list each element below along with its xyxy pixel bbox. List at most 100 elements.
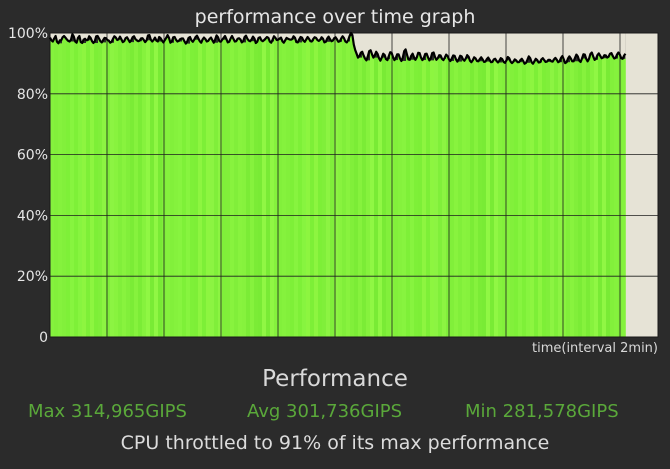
performance-bar — [234, 38, 239, 337]
performance-bar — [582, 58, 587, 337]
performance-bar — [514, 61, 519, 338]
performance-bar — [78, 37, 83, 337]
performance-bar — [474, 57, 479, 337]
performance-bar — [614, 58, 619, 337]
performance-bar — [250, 41, 255, 337]
performance-bar — [566, 62, 571, 338]
performance-bar — [286, 37, 291, 337]
performance-bar — [586, 58, 591, 338]
performance-bar — [570, 56, 575, 338]
avg-performance-stat: Avg 301,736GIPS — [247, 401, 403, 422]
min-performance-stat: Min 281,578GIPS — [465, 401, 619, 422]
performance-bar — [554, 59, 559, 338]
performance-bar — [206, 39, 211, 338]
performance-bar — [530, 58, 535, 338]
performance-bar — [118, 39, 123, 337]
performance-bar — [218, 37, 223, 337]
performance-bar — [590, 53, 595, 337]
performance-bar — [422, 60, 427, 337]
performance-bar — [338, 41, 343, 337]
performance-bar — [366, 60, 371, 338]
performance-bar — [562, 56, 567, 337]
performance-bar — [54, 38, 59, 338]
performance-bar — [482, 59, 487, 338]
performance-bar — [170, 42, 175, 338]
y-tick-label: 60% — [17, 148, 48, 164]
performance-bar — [370, 50, 375, 337]
y-tick-label: 100% — [8, 26, 48, 42]
performance-bar — [278, 39, 283, 338]
performance-bar — [510, 61, 515, 338]
performance-bar — [314, 37, 319, 337]
performance-bar — [418, 52, 423, 337]
performance-bar — [166, 37, 171, 337]
performance-bar — [494, 59, 499, 338]
chart-title: performance over time graph — [194, 6, 476, 28]
performance-bar — [110, 42, 115, 338]
performance-bar — [274, 36, 279, 338]
throttle-message: CPU throttled to 91% of its max performa… — [120, 432, 550, 454]
performance-bar — [342, 36, 347, 338]
performance-bar — [578, 56, 583, 338]
x-axis-label: time(interval 2min) — [532, 341, 658, 356]
performance-bar — [86, 40, 91, 338]
performance-bar — [150, 35, 155, 338]
y-tick-label: 40% — [17, 208, 48, 224]
performance-bar — [242, 42, 247, 337]
performance-heading: Performance — [262, 366, 408, 392]
performance-bar — [386, 59, 391, 337]
performance-bar — [82, 43, 87, 337]
performance-bar — [522, 58, 527, 338]
performance-bar — [90, 37, 95, 337]
performance-bar — [426, 53, 431, 338]
performance-bar — [526, 62, 531, 338]
performance-bar — [358, 57, 363, 338]
performance-bar — [102, 42, 107, 337]
performance-bar — [498, 62, 503, 337]
performance-bar — [546, 61, 551, 337]
performance-bar — [266, 38, 271, 338]
performance-bar — [294, 36, 299, 338]
performance-bar — [486, 61, 491, 338]
performance-bar — [598, 55, 603, 337]
performance-bar — [542, 59, 547, 338]
performance-bar — [450, 60, 455, 338]
performance-bar — [222, 39, 227, 338]
performance-bar — [350, 36, 355, 337]
performance-bar — [406, 49, 411, 337]
performance-chart: 0 20% 40% 60% 80% 100% — [0, 0, 659, 346]
performance-bar — [394, 60, 399, 337]
performance-bar — [398, 54, 403, 337]
y-tick-label: 80% — [17, 87, 48, 103]
performance-bar — [94, 43, 99, 337]
performance-bar — [506, 60, 511, 338]
performance-bar — [438, 58, 443, 338]
performance-bar — [478, 61, 483, 337]
performance-bar — [602, 58, 607, 338]
performance-bar — [334, 38, 339, 337]
performance-bar — [558, 62, 563, 338]
performance-bar — [190, 36, 195, 338]
performance-bar — [226, 39, 231, 338]
performance-bar — [622, 58, 626, 338]
performance-bar — [534, 61, 539, 337]
performance-bar — [178, 41, 183, 338]
performance-bar — [442, 58, 447, 338]
performance-bar — [550, 59, 555, 337]
performance-bar — [194, 39, 199, 338]
y-tick-label: 20% — [17, 269, 48, 285]
performance-bar — [138, 41, 143, 337]
performance-bar — [466, 58, 471, 337]
performance-bar — [282, 41, 287, 337]
performance-bar — [146, 40, 151, 338]
performance-bar — [246, 35, 251, 338]
performance-bar — [414, 57, 419, 337]
performance-bar — [462, 56, 467, 338]
performance-bar — [210, 38, 215, 337]
plot-remaining-area — [625, 33, 658, 337]
performance-bar — [70, 41, 75, 338]
performance-bar — [354, 44, 359, 337]
performance-line — [49, 31, 627, 65]
performance-bar — [322, 37, 327, 337]
performance-bar — [410, 59, 415, 337]
